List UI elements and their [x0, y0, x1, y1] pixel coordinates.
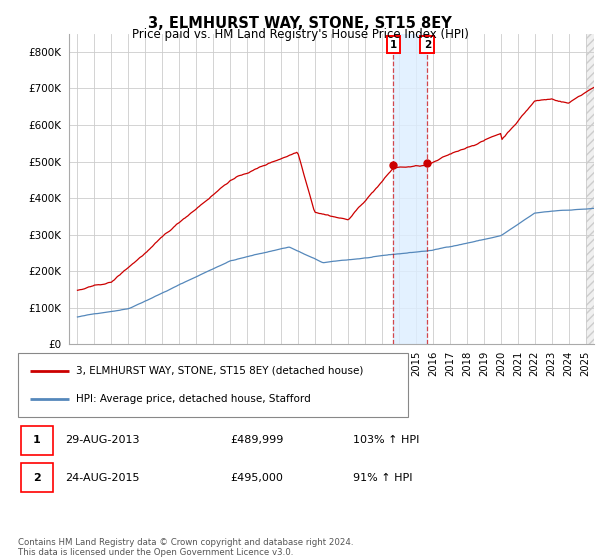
FancyBboxPatch shape	[18, 353, 408, 417]
Text: HPI: Average price, detached house, Stafford: HPI: Average price, detached house, Staf…	[77, 394, 311, 404]
Text: 91% ↑ HPI: 91% ↑ HPI	[353, 473, 412, 483]
Text: 24-AUG-2015: 24-AUG-2015	[65, 473, 140, 483]
Text: 2: 2	[33, 473, 41, 483]
FancyBboxPatch shape	[21, 426, 53, 455]
Text: 3, ELMHURST WAY, STONE, ST15 8EY: 3, ELMHURST WAY, STONE, ST15 8EY	[148, 16, 452, 31]
Text: 2: 2	[424, 40, 431, 50]
Text: 29-AUG-2013: 29-AUG-2013	[65, 435, 140, 445]
Text: 3, ELMHURST WAY, STONE, ST15 8EY (detached house): 3, ELMHURST WAY, STONE, ST15 8EY (detach…	[77, 366, 364, 376]
Text: 1: 1	[390, 40, 397, 50]
Text: 103% ↑ HPI: 103% ↑ HPI	[353, 435, 419, 445]
Text: £495,000: £495,000	[230, 473, 283, 483]
Bar	[394, 34, 427, 344]
Text: Contains HM Land Registry data © Crown copyright and database right 2024.
This d: Contains HM Land Registry data © Crown c…	[18, 538, 353, 557]
FancyBboxPatch shape	[21, 463, 53, 492]
Text: £489,999: £489,999	[230, 435, 283, 445]
Bar	[586, 34, 600, 344]
Text: Price paid vs. HM Land Registry's House Price Index (HPI): Price paid vs. HM Land Registry's House …	[131, 28, 469, 41]
Text: 1: 1	[33, 435, 41, 445]
